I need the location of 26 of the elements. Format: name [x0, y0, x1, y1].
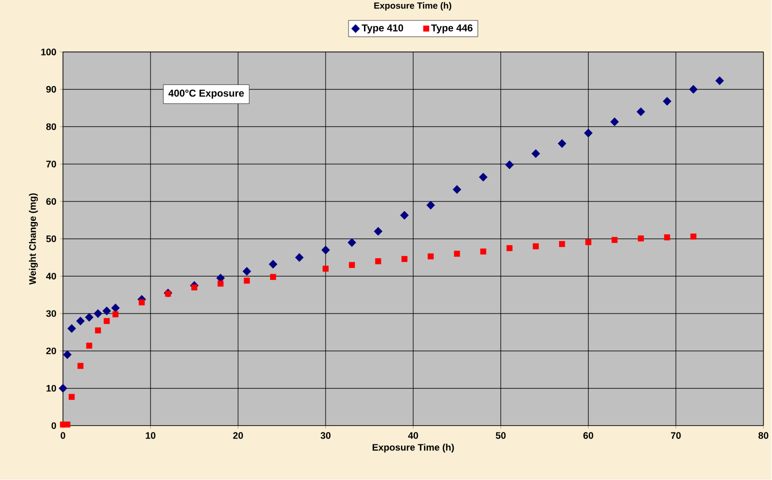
x-tick-label: 40	[408, 432, 418, 440]
x-tick-label: 60	[583, 432, 594, 440]
x-tick-label: 30	[320, 432, 331, 440]
x-tick-label: 20	[233, 432, 243, 440]
y-tick-label: 50	[46, 236, 56, 242]
legend-label: Type 446	[431, 24, 473, 34]
y-tick-label: 100	[41, 48, 56, 56]
y-tick-label: 40	[46, 273, 56, 280]
x-axis-title: Exposure Time (h)	[372, 444, 454, 453]
y-tick-label: 60	[46, 198, 56, 205]
y-tick-label: 20	[46, 348, 56, 354]
x-tick-label: 0	[60, 432, 66, 440]
x-tick-label: 50	[496, 432, 506, 440]
x-tick-label: 80	[758, 432, 768, 440]
y-tick-label: 90	[46, 86, 56, 93]
x-tick-label: 70	[671, 432, 681, 440]
annotation: 400°C Exposure	[168, 90, 244, 99]
chart-title: Exposure Time (h)	[374, 2, 452, 11]
y-tick-label: 30	[46, 310, 56, 318]
y-tick-label: 0	[52, 422, 56, 430]
y-tick-label: 80	[46, 124, 56, 130]
y-tick-label: 10	[46, 385, 56, 392]
y-tick-label: 70	[46, 160, 56, 168]
y-axis-title: Weight Change (mg)	[28, 194, 38, 285]
legend-label: Type 410	[362, 24, 404, 34]
x-tick-label: 10	[146, 432, 156, 440]
